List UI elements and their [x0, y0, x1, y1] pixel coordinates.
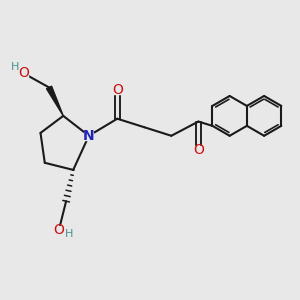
- Text: N: N: [83, 129, 95, 143]
- Bar: [84, 131, 93, 140]
- Text: O: O: [112, 83, 123, 97]
- Bar: [113, 86, 122, 94]
- Text: O: O: [54, 223, 64, 237]
- Bar: [54, 226, 64, 234]
- Bar: [19, 69, 28, 77]
- Polygon shape: [46, 86, 63, 116]
- Text: O: O: [193, 143, 204, 157]
- Text: H: H: [11, 62, 20, 72]
- Text: O: O: [18, 66, 29, 80]
- Text: H: H: [65, 229, 73, 239]
- Bar: [194, 146, 203, 154]
